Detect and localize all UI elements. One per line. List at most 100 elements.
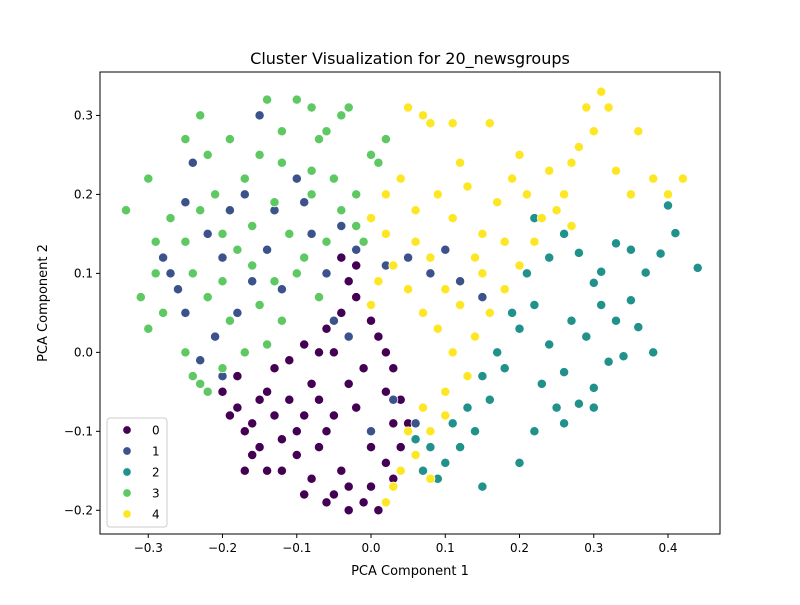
point-3-13 (336, 110, 347, 121)
point-1-16 (195, 355, 206, 366)
point-2-27 (418, 465, 428, 476)
point-1-31 (158, 252, 169, 263)
point-4-2 (425, 118, 436, 129)
point-0-40 (299, 410, 310, 421)
point-2-9 (588, 277, 599, 288)
point-1-12 (328, 315, 339, 326)
point-0-1 (247, 418, 258, 429)
point-3-12 (306, 102, 317, 113)
point-1-1 (254, 110, 265, 121)
point-1-18 (262, 244, 273, 255)
point-4-16 (677, 173, 688, 184)
legend-label: 1 (152, 445, 160, 459)
point-2-14 (588, 382, 599, 393)
point-3-28 (180, 236, 191, 247)
point-0-55 (343, 481, 354, 492)
point-0-17 (276, 465, 287, 476)
point-3-45 (187, 371, 198, 382)
point-2-38 (544, 252, 555, 263)
point-0-28 (343, 276, 354, 287)
point-3-49 (321, 236, 332, 247)
point-2-8 (573, 247, 584, 258)
point-3-8 (202, 149, 213, 160)
point-3-2 (150, 236, 161, 247)
point-3-59 (276, 126, 287, 137)
point-4-54 (455, 300, 466, 310)
point-4-58 (366, 300, 376, 310)
point-2-7 (596, 266, 607, 277)
point-0-56 (366, 481, 376, 492)
point-4-59 (544, 165, 555, 176)
point-1-11 (321, 268, 332, 279)
point-3-55 (150, 268, 161, 279)
point-2-49 (648, 347, 659, 358)
point-0-44 (291, 426, 302, 437)
point-0-48 (358, 363, 369, 374)
point-2-32 (551, 402, 562, 413)
point-0-30 (336, 252, 347, 263)
point-4-3 (447, 118, 458, 129)
point-3-25 (380, 134, 391, 145)
legend-item-1: 1 (122, 445, 160, 459)
point-1-0 (187, 157, 198, 168)
point-4-0 (403, 102, 414, 113)
point-3-17 (239, 173, 250, 184)
point-0-53 (262, 465, 273, 476)
x-tick-label: 0.2 (510, 541, 529, 555)
point-2-18 (529, 300, 540, 310)
point-0-38 (380, 457, 391, 468)
point-3-56 (247, 260, 258, 271)
point-1-26 (455, 276, 466, 287)
point-1-20 (336, 221, 347, 231)
point-4-23 (477, 228, 488, 239)
points-layer (121, 86, 703, 516)
point-2-11 (633, 322, 644, 333)
point-1-27 (477, 292, 488, 303)
point-1-29 (224, 205, 235, 216)
point-2-17 (544, 339, 555, 350)
point-4-53 (477, 268, 488, 279)
point-2-15 (573, 398, 584, 409)
point-0-13 (343, 505, 354, 516)
point-0-10 (380, 386, 391, 397)
point-3-31 (217, 276, 228, 287)
point-0-20 (224, 410, 235, 421)
plot-frame (99, 71, 721, 535)
point-3-9 (224, 134, 235, 145)
point-0-5 (306, 378, 317, 389)
point-1-3 (173, 284, 183, 295)
point-4-45 (380, 497, 391, 508)
point-2-23 (455, 442, 466, 453)
point-3-50 (336, 205, 347, 216)
point-0-43 (254, 394, 265, 405)
point-1-15 (210, 331, 221, 342)
point-2-2 (670, 228, 681, 239)
x-tick-label: 0.0 (361, 541, 380, 555)
point-2-20 (499, 363, 510, 374)
point-3-41 (217, 363, 228, 374)
point-4-26 (521, 189, 532, 200)
point-1-35 (343, 331, 354, 342)
point-0-25 (321, 323, 332, 334)
point-3-19 (276, 157, 287, 168)
y-axis: −0.2 −0.1 0.0 0.1 0.2 0.3 (64, 108, 100, 517)
point-4-30 (366, 213, 376, 224)
point-2-34 (581, 331, 592, 342)
point-4-35 (432, 323, 443, 334)
point-0-54 (239, 465, 250, 476)
point-4-8 (596, 86, 607, 97)
point-0-41 (284, 394, 295, 405)
point-3-6 (180, 134, 191, 145)
point-2-21 (484, 394, 495, 405)
point-4-50 (499, 284, 510, 295)
point-0-49 (328, 347, 339, 358)
legend-item-0: 0 (122, 424, 160, 438)
point-4-13 (633, 126, 644, 137)
point-3-23 (366, 149, 376, 160)
point-0-32 (373, 331, 384, 342)
point-4-18 (395, 173, 406, 184)
point-2-47 (559, 418, 570, 429)
point-3-20 (306, 165, 317, 176)
